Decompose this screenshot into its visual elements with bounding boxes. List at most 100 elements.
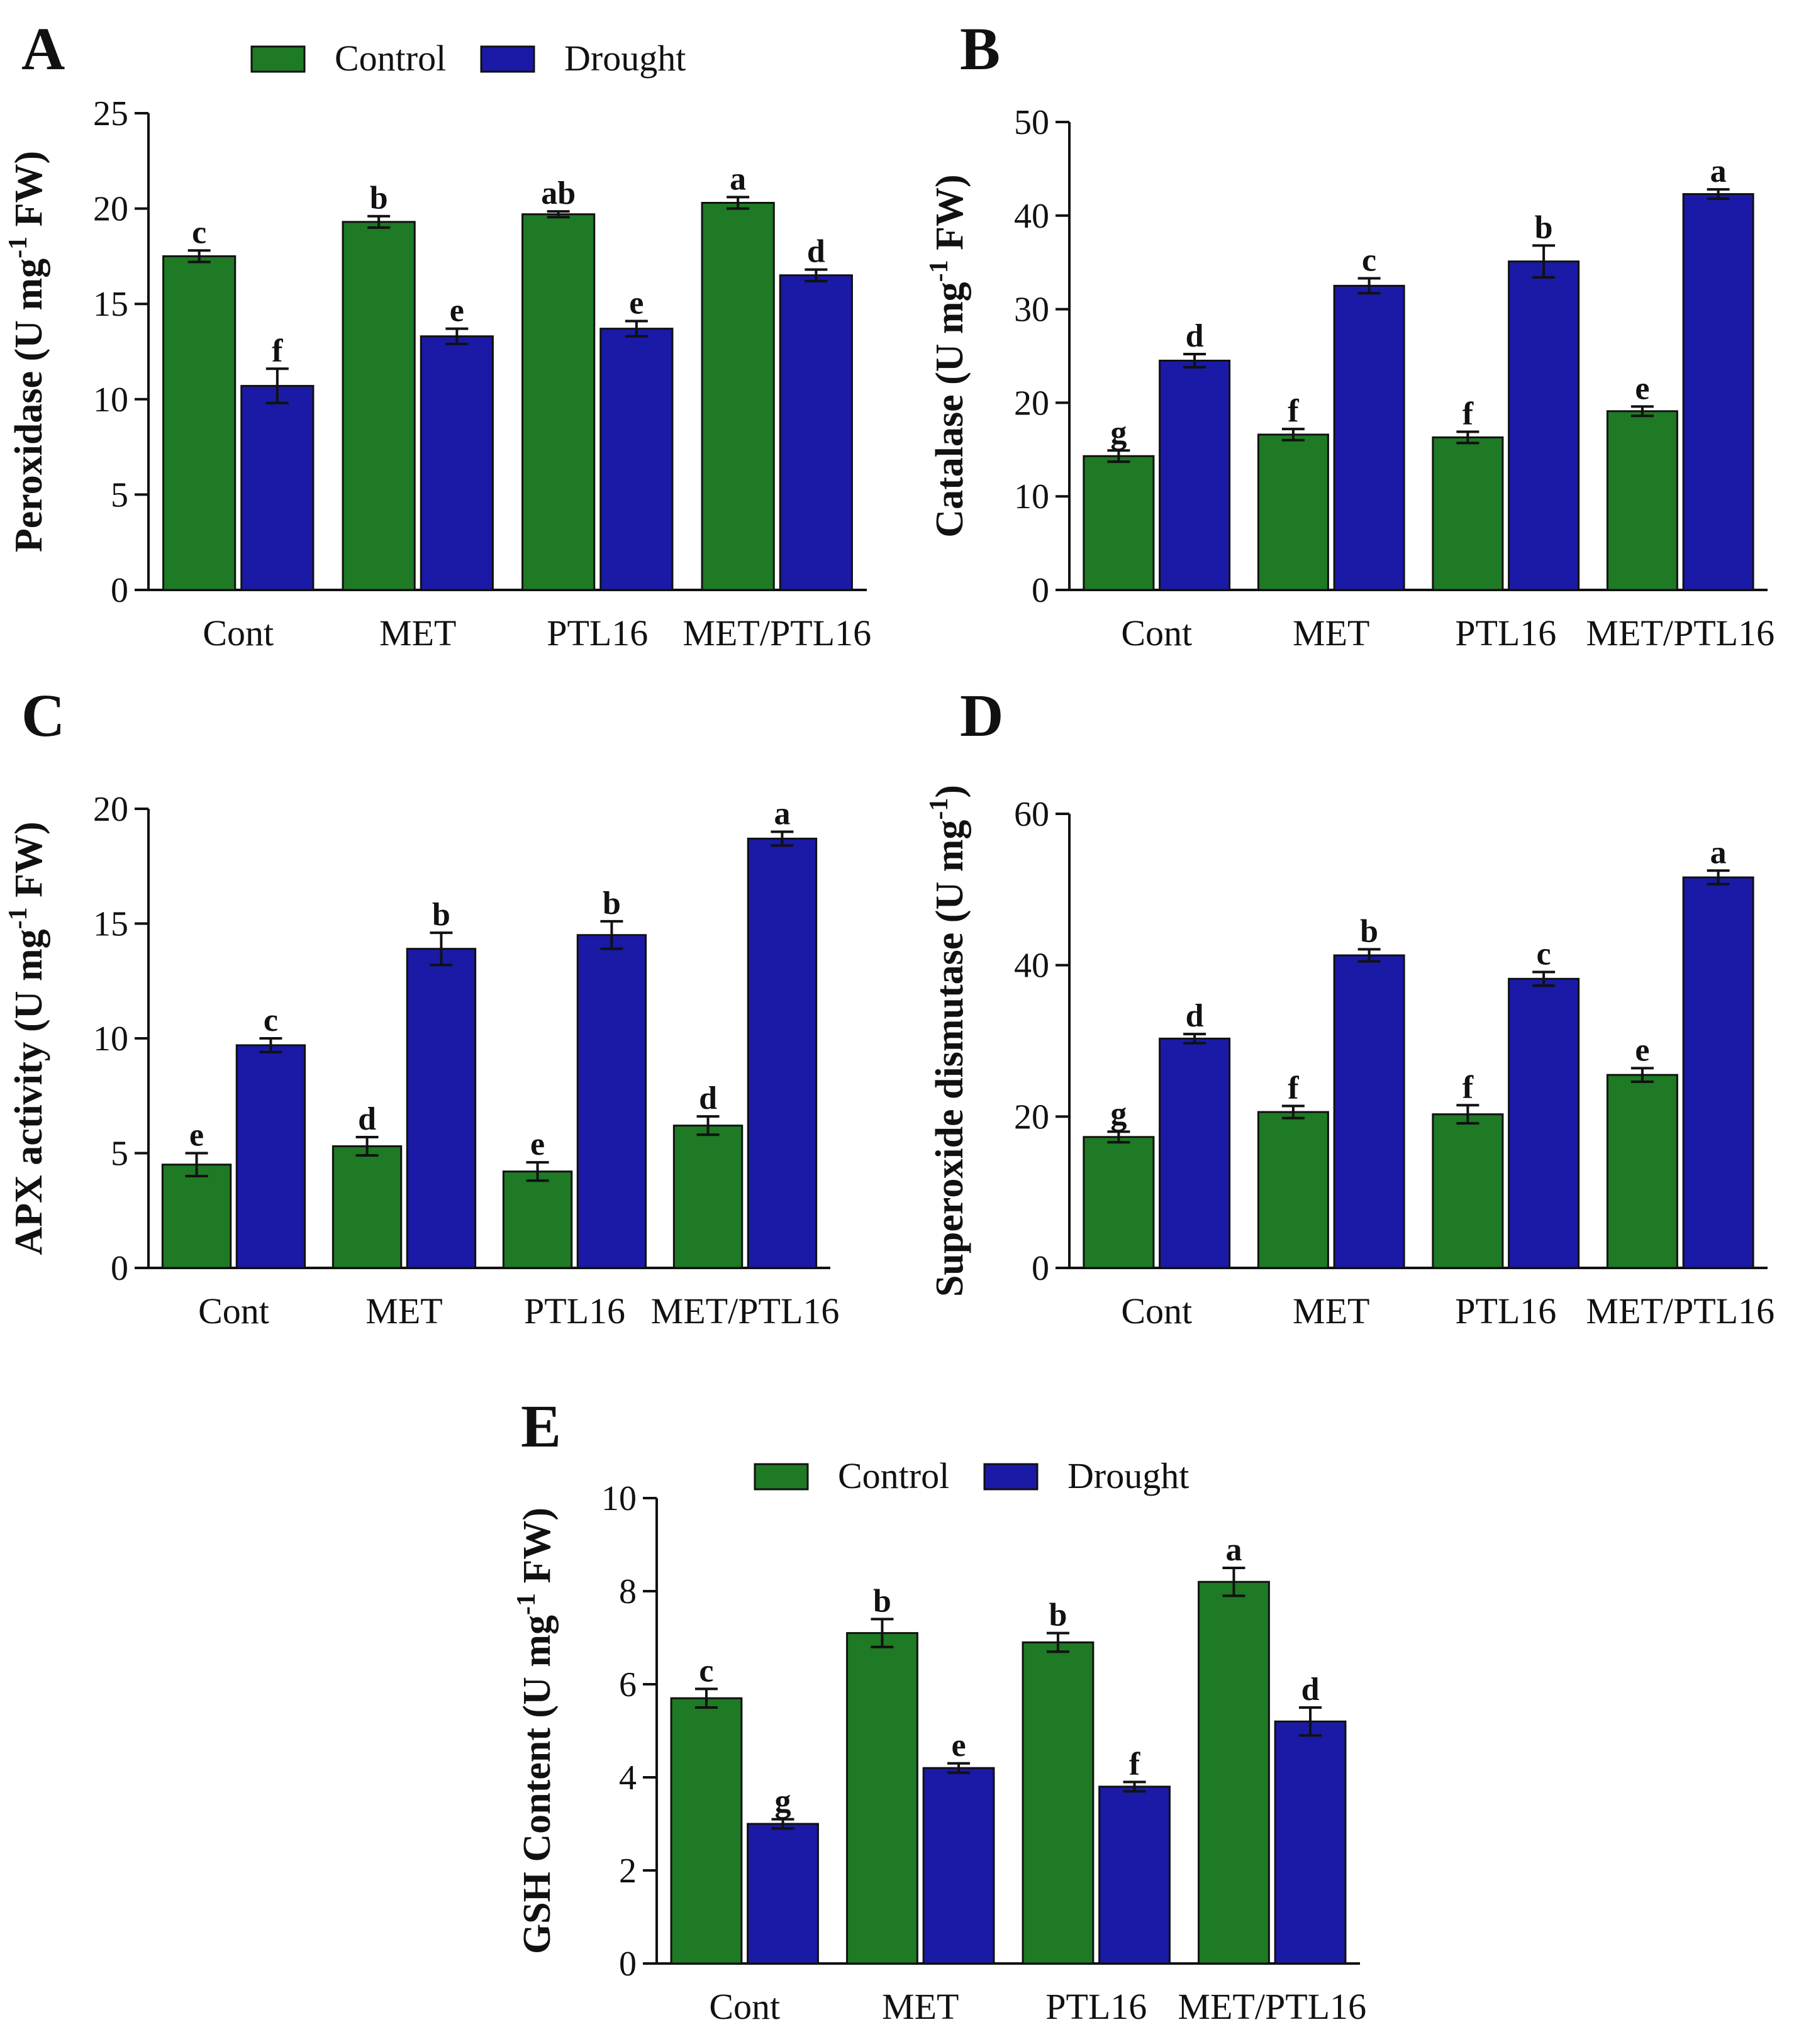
panel-letter: E — [521, 1392, 561, 1460]
x-category-label: MET — [882, 1986, 959, 2027]
significance-letter: b — [873, 1583, 891, 1619]
significance-letter: f — [1288, 1070, 1299, 1106]
bar-control-a-1 — [342, 221, 416, 591]
significance-letter: e — [951, 1728, 966, 1764]
y-tick-label: 15 — [93, 285, 128, 324]
legend-swatch-drought — [480, 45, 535, 73]
bar-control-c-3 — [672, 1125, 744, 1269]
y-tick-label: 20 — [1014, 1097, 1049, 1136]
y-tick-label: 5 — [111, 1135, 128, 1174]
significance-letter: a — [774, 796, 790, 832]
bar-control-e-3 — [1198, 1580, 1270, 1965]
bar-drought-a-2 — [599, 328, 674, 591]
bar-drought-b-3 — [1682, 193, 1754, 591]
y-tick-label: 20 — [93, 190, 128, 229]
x-category-label: MET — [1293, 1291, 1369, 1331]
bar-control-d-1 — [1257, 1111, 1329, 1269]
y-tick-label: 20 — [1014, 384, 1049, 423]
y-tick-label: 10 — [93, 380, 128, 419]
significance-letter: e — [1635, 370, 1649, 406]
significance-letter: b — [1360, 913, 1378, 949]
significance-letter: d — [358, 1101, 376, 1137]
panel-c: C 0 5 10 15 20 APX activity (U mg-1 FW) e c Cont d… — [4, 682, 839, 1331]
y-tick-label: 50 — [1014, 103, 1049, 142]
bar-drought-e-0 — [747, 1823, 819, 1965]
bar-control-b-0 — [1083, 455, 1155, 591]
panel-b: B 0 10 20 30 40 50 Catalase (U mg-1 FW) g d Cont f c… — [925, 15, 1774, 653]
significance-letter: f — [272, 333, 283, 369]
significance-letter: c — [192, 214, 206, 250]
significance-letter: ab — [541, 175, 576, 211]
significance-letter: c — [699, 1653, 713, 1689]
significance-letter: f — [1288, 393, 1299, 429]
significance-letter: e — [1635, 1032, 1649, 1068]
x-category-label: MET — [365, 1291, 442, 1331]
legend-label-drought: Drought — [564, 38, 686, 79]
y-axis-title: GSH Content (U mg-1 FW) — [512, 1508, 559, 1954]
bar-drought-d-0 — [1159, 1037, 1231, 1269]
significance-letter: e — [530, 1126, 545, 1162]
x-category-label: Cont — [1121, 613, 1192, 653]
significance-letter: a — [730, 161, 746, 197]
bar-control-a-0 — [162, 255, 237, 591]
x-category-label: PTL16 — [1045, 1986, 1147, 2027]
y-axis-title: Peroxidase (U mg-1 FW) — [4, 151, 50, 552]
x-category-label: MET/PTL16 — [1178, 1986, 1366, 2027]
y-tick-label: 40 — [1014, 197, 1049, 236]
x-category-label: MET/PTL16 — [1586, 613, 1774, 653]
legend-label-control: Control — [838, 1455, 949, 1496]
y-tick-label: 10 — [601, 1479, 637, 1518]
y-tick-label: 60 — [1014, 795, 1049, 834]
bar-control-d-0 — [1083, 1136, 1155, 1269]
bar-control-a-3 — [701, 202, 775, 591]
bar-control-b-3 — [1606, 410, 1678, 591]
significance-letter: b — [432, 897, 450, 933]
y-tick-label: 10 — [93, 1019, 128, 1058]
bar-control-b-1 — [1257, 433, 1329, 591]
y-tick-label: 2 — [619, 1852, 637, 1891]
x-category-label: PTL16 — [547, 613, 648, 653]
bar-drought-e-3 — [1274, 1720, 1347, 1965]
significance-letter: b — [370, 181, 388, 216]
y-tick-label: 8 — [619, 1572, 637, 1611]
x-category-label: MET/PTL16 — [682, 613, 871, 653]
bar-control-e-2 — [1022, 1641, 1095, 1965]
legend-swatch-drought — [983, 1463, 1039, 1491]
significance-letter: g — [775, 1784, 791, 1819]
significance-letter: c — [264, 1003, 278, 1038]
bar-control-a-2 — [521, 213, 596, 591]
x-category-label: MET/PTL16 — [651, 1291, 840, 1331]
y-axis-title: APX activity (U mg-1 FW) — [4, 821, 50, 1255]
x-category-label: Cont — [203, 613, 274, 653]
bar-drought-c-1 — [406, 948, 477, 1269]
y-tick-label: 15 — [93, 905, 128, 944]
y-tick-label: 0 — [111, 1249, 128, 1288]
y-tick-label: 5 — [111, 475, 128, 514]
bar-control-e-1 — [846, 1632, 918, 1965]
bar-drought-d-1 — [1333, 954, 1405, 1269]
significance-letter: b — [1535, 209, 1553, 245]
y-tick-label: 0 — [111, 571, 128, 610]
y-tick-label: 25 — [93, 94, 128, 133]
bar-drought-b-2 — [1508, 260, 1580, 591]
x-category-label: MET — [1293, 613, 1369, 653]
panel-letter: B — [960, 15, 1000, 82]
y-tick-label: 4 — [619, 1758, 637, 1797]
bar-control-b-2 — [1432, 436, 1504, 591]
legend-label-control: Control — [335, 38, 446, 79]
significance-letter: b — [1049, 1597, 1067, 1633]
significance-letter: f — [1129, 1746, 1140, 1782]
y-tick-label: 30 — [1014, 291, 1049, 330]
y-axis-title: Superoxide dismutase (U mg-1) — [925, 785, 971, 1297]
bar-control-e-0 — [670, 1697, 743, 1965]
significance-letter: f — [1462, 1069, 1474, 1105]
significance-letter: g — [1110, 414, 1127, 450]
bar-drought-a-0 — [240, 385, 315, 591]
x-category-label: PTL16 — [1455, 613, 1556, 653]
bar-control-d-2 — [1432, 1113, 1504, 1269]
bar-control-c-2 — [502, 1170, 573, 1269]
legend-label-drought: Drought — [1067, 1455, 1189, 1496]
bar-drought-e-2 — [1098, 1786, 1171, 1965]
significance-letter: d — [1186, 998, 1204, 1034]
significance-letter: c — [1537, 936, 1551, 972]
